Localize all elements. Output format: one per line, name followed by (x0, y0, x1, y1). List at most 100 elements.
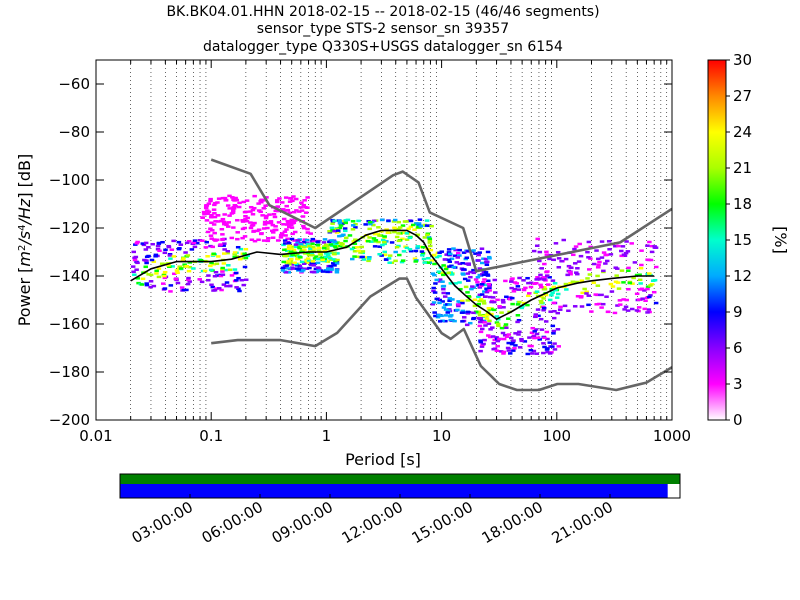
heat-cell (506, 349, 512, 352)
heat-cell (446, 309, 451, 312)
heat-cell (278, 233, 284, 237)
heat-cell (404, 220, 409, 223)
heat-cell (638, 266, 644, 270)
heat-cell (649, 244, 655, 248)
heat-cell (299, 209, 305, 212)
heat-cell (291, 263, 296, 266)
colorbar-tick-label: 30 (733, 51, 752, 69)
heat-cell (299, 260, 305, 264)
heat-cell (356, 249, 361, 253)
heat-cell (289, 237, 295, 241)
heat-cell (533, 315, 538, 319)
heat-cell (181, 288, 187, 292)
heat-cell (452, 319, 457, 323)
heat-cell (582, 287, 587, 291)
heat-cell (541, 308, 546, 312)
heat-cell (222, 242, 227, 245)
heat-cell (352, 242, 358, 245)
heat-cell (139, 283, 145, 286)
heat-cell (208, 215, 214, 219)
heat-cell (645, 287, 650, 291)
heat-cell (442, 295, 448, 298)
heat-cell (505, 346, 511, 350)
heat-cell (334, 231, 340, 234)
heat-cell (168, 284, 174, 287)
heat-cell (386, 219, 391, 222)
curve-nlnm (211, 277, 672, 392)
heat-cell (426, 236, 432, 239)
heat-cell (431, 301, 437, 304)
heat-cell (586, 294, 592, 297)
heat-cell (471, 268, 476, 272)
heat-cell (460, 301, 465, 305)
heat-cell (334, 268, 340, 272)
heat-cell (327, 229, 332, 233)
heat-cell (304, 259, 309, 262)
heat-cell (645, 285, 651, 288)
heat-cell (323, 252, 329, 255)
heat-cell (547, 257, 552, 261)
heat-cell (232, 204, 238, 207)
heat-cell (252, 221, 257, 225)
heat-cell (434, 255, 440, 259)
heat-cell (327, 257, 333, 260)
heat-cell (515, 303, 521, 306)
heat-cell (482, 295, 488, 299)
heat-cell (177, 247, 182, 250)
heat-cell (648, 273, 653, 277)
timeline-tick-label: 21:00:00 (549, 498, 616, 547)
heat-cell (499, 311, 504, 314)
heat-cell (174, 269, 180, 272)
heat-cell (135, 261, 140, 265)
heat-cell (483, 257, 489, 261)
heat-cell (354, 255, 360, 259)
heat-cell (205, 230, 211, 234)
heat-cell (258, 210, 263, 214)
heat-cell (294, 245, 299, 249)
heat-cell (455, 256, 460, 259)
heat-cell (552, 342, 557, 345)
heat-cell (470, 285, 475, 288)
heat-cell (535, 308, 541, 311)
heat-cell (543, 320, 549, 323)
heat-cell (355, 246, 360, 249)
heat-cell (220, 238, 225, 242)
colorbar-tick-label: 27 (733, 87, 752, 105)
heat-cell (465, 312, 471, 315)
heat-cell (271, 212, 277, 216)
heat-cell (539, 328, 545, 331)
heat-cell (606, 240, 612, 243)
heat-cell (229, 236, 235, 240)
heat-cell (297, 264, 303, 268)
heat-cell (422, 261, 427, 264)
heat-cell (482, 290, 487, 293)
heat-cell (192, 245, 198, 249)
heat-cell (466, 262, 471, 265)
heat-cell (397, 253, 402, 257)
heat-cell (616, 287, 622, 290)
colorbar-ticks: 0 3 6 9 12 15 18 21 24 27 30 (726, 51, 752, 429)
heat-cell (494, 321, 500, 324)
heat-cell (284, 248, 289, 251)
heat-cell (208, 227, 213, 230)
heat-cell (640, 297, 645, 300)
heat-cell (141, 243, 147, 247)
heat-cell (434, 297, 439, 301)
heat-cell (206, 210, 212, 214)
colorbar-tick-label: 6 (733, 339, 743, 357)
heat-cell (461, 251, 467, 254)
heat-cell (216, 287, 222, 290)
heat-cell (500, 298, 506, 302)
heat-cell (416, 225, 421, 229)
heat-cell (208, 244, 213, 248)
heat-cell (517, 276, 522, 280)
heat-cell (185, 282, 191, 286)
heat-cell (522, 301, 527, 305)
heat-cell (167, 254, 173, 257)
heat-cell (321, 241, 327, 244)
heat-cell (292, 219, 298, 222)
heat-cell (284, 223, 290, 226)
heat-cell (133, 243, 138, 246)
heat-cell (297, 246, 302, 249)
heat-cell (351, 246, 357, 249)
